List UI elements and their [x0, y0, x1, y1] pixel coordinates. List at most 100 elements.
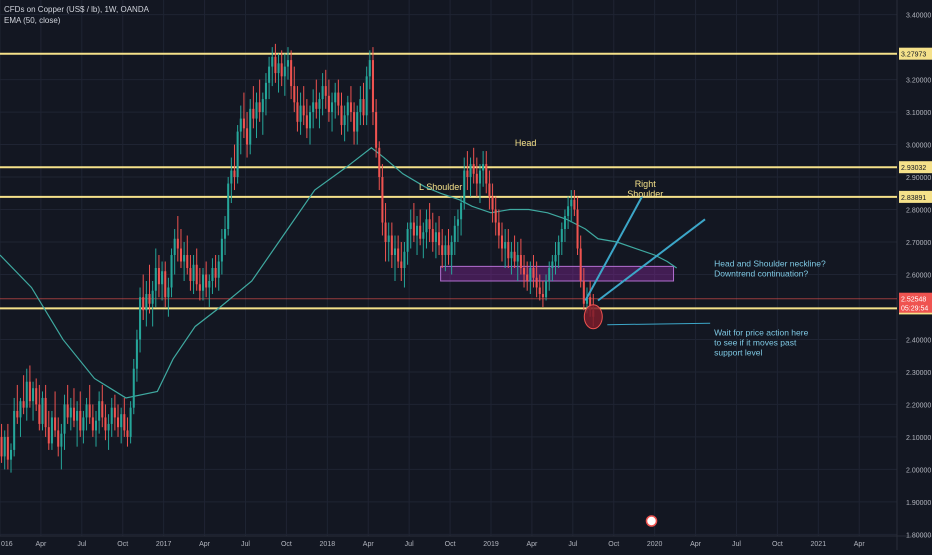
y-tick-label: 3.20000 [906, 78, 931, 85]
candle-body [154, 268, 157, 291]
candle-body [456, 219, 459, 226]
candle-body [299, 105, 302, 122]
candle-body [582, 280, 585, 304]
wait-note-arrow [607, 322, 711, 326]
candle-body [422, 232, 425, 239]
candle-body [416, 225, 419, 236]
candle-body [151, 290, 154, 304]
candle-body [293, 86, 296, 103]
x-tick-label: 2018 [320, 541, 336, 548]
candle-body [535, 277, 538, 288]
candle-body [208, 280, 211, 288]
candle-body [378, 147, 381, 178]
candle-body [217, 261, 220, 278]
y-tick-label: 3.00000 [906, 143, 931, 150]
candle-body [557, 242, 560, 256]
right-shoulder-label: Shoulder [627, 189, 663, 199]
candle-body [9, 449, 13, 460]
candle-body [576, 209, 579, 249]
x-tick-label: Apr [854, 541, 866, 548]
candle-body [19, 401, 22, 418]
x-tick-label: Oct [608, 541, 619, 548]
candle-body [13, 410, 16, 450]
candle-body [261, 99, 264, 113]
candle-body [331, 102, 334, 113]
candle-body [381, 177, 384, 223]
y-tick-label: 2.10000 [906, 435, 931, 442]
candle-body [560, 229, 563, 243]
x-tick-label: Apr [363, 541, 375, 548]
level-price-label: 2.93032 [901, 165, 926, 172]
candle-body [129, 407, 132, 437]
candle-body [567, 206, 570, 217]
candle-body [504, 242, 507, 249]
candle-body [485, 164, 488, 184]
y-tick-label: 2.30000 [906, 370, 931, 377]
candle-body [500, 235, 504, 249]
candle-body [365, 76, 368, 116]
candle-body [252, 108, 255, 119]
level-price-tag [899, 161, 932, 174]
candle-body [94, 420, 98, 431]
event-badge-icon [645, 515, 658, 527]
candle-body [54, 417, 57, 431]
wait-note-line: to see if it moves past [714, 338, 797, 348]
x-tick-label: Oct [281, 541, 292, 548]
candle-body [375, 112, 378, 148]
candle-body [201, 274, 205, 291]
candle-body [419, 225, 422, 239]
x-tick-label: Apr [35, 541, 47, 548]
candle-body [494, 209, 497, 223]
candle-body [246, 128, 249, 145]
candle-body [460, 203, 463, 220]
x-tick-label: Jul [568, 541, 577, 548]
trend-line-rising-support [584, 196, 643, 301]
candle-body [450, 242, 453, 256]
candle-body [274, 56, 277, 74]
candle-body [425, 219, 428, 233]
y-tick-label: 3.40000 [906, 13, 931, 20]
candle-body [113, 407, 116, 418]
current-price-tag [899, 292, 932, 313]
candle-body [104, 417, 107, 431]
candle-body [286, 60, 290, 67]
candle-body [110, 407, 113, 424]
x-tick-label: Apr [199, 541, 211, 548]
candle-body [532, 268, 535, 278]
candle-body [258, 102, 261, 113]
x-tick-label: 016 [1, 541, 13, 548]
y-tick-label: 3.10000 [906, 110, 931, 117]
candle-body [585, 297, 589, 304]
head-label: Head [515, 138, 537, 148]
candle-body [220, 238, 223, 262]
candle-body [242, 118, 245, 129]
bar-countdown-label: 05:29:54 [901, 306, 928, 313]
support-marker [583, 304, 603, 330]
candle-body [195, 264, 198, 285]
candle-body [214, 268, 217, 278]
candle-body [510, 251, 513, 259]
candle-body [349, 102, 352, 113]
candle-body [589, 297, 592, 311]
candle-body [318, 99, 321, 109]
candle-body [107, 423, 110, 431]
candle-body [57, 430, 60, 447]
candle-body [327, 95, 330, 113]
candle-body [148, 293, 151, 304]
candle-body [277, 63, 280, 74]
candle-body [161, 271, 164, 285]
candle-body [25, 381, 28, 408]
y-tick-label: 2.70000 [906, 240, 931, 247]
candle-body [469, 164, 472, 178]
level-price-tag [899, 47, 932, 60]
level-price-label: 3.27973 [901, 52, 926, 59]
candle-body [60, 433, 63, 447]
y-tick-label: 2.00000 [906, 467, 931, 474]
candle-body [28, 381, 31, 402]
symbol-title: CFDs on Copper (US$ / lb), 1W, OANDA [4, 5, 149, 14]
candle-body [412, 222, 415, 236]
candle-body [343, 115, 346, 126]
candle-body [98, 401, 101, 421]
